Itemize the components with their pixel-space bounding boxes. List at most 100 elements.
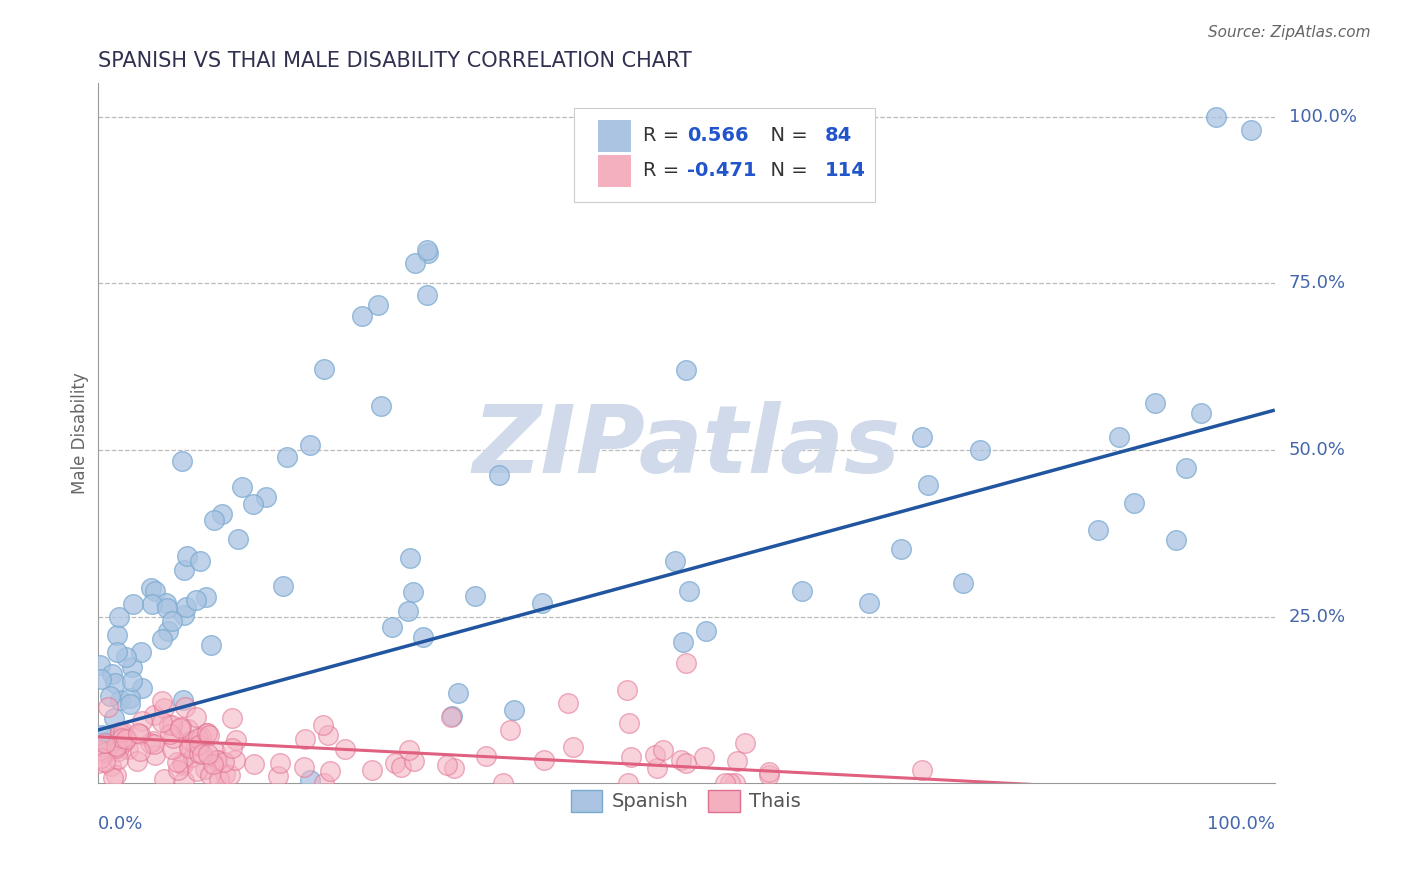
Point — [115, 732, 138, 747]
Point — [1205, 110, 1227, 124]
Point — [101, 771, 124, 785]
Point — [1189, 406, 1212, 420]
Point — [142, 707, 165, 722]
Point — [180, 734, 202, 748]
Point — [170, 720, 193, 734]
Point — [205, 753, 228, 767]
Point — [672, 634, 695, 648]
Point — [675, 363, 697, 377]
Point — [107, 752, 129, 766]
Point — [367, 298, 389, 312]
Point — [98, 690, 121, 704]
Point — [207, 772, 229, 786]
Point — [131, 681, 153, 695]
Point — [125, 755, 148, 769]
Point — [186, 764, 208, 778]
Point — [389, 760, 412, 774]
Text: 0.566: 0.566 — [688, 127, 749, 145]
Point — [138, 736, 160, 750]
Text: 25.0%: 25.0% — [1289, 607, 1346, 626]
Point — [108, 724, 131, 739]
Point — [94, 755, 117, 769]
Point — [273, 579, 295, 593]
Point — [319, 764, 342, 778]
Point — [107, 744, 129, 758]
Point — [104, 676, 127, 690]
Point — [160, 614, 183, 628]
Point — [195, 590, 218, 604]
Point — [155, 596, 177, 610]
FancyBboxPatch shape — [574, 108, 875, 202]
Point — [195, 726, 218, 740]
Point — [173, 608, 195, 623]
Point — [200, 638, 222, 652]
Point — [111, 725, 134, 739]
Point — [675, 756, 697, 771]
Point — [533, 753, 555, 767]
Point — [617, 776, 640, 790]
Point — [105, 732, 128, 747]
Point — [172, 757, 194, 772]
Point — [713, 776, 735, 790]
Y-axis label: Male Disability: Male Disability — [72, 373, 89, 494]
Point — [121, 597, 143, 611]
Point — [174, 600, 197, 615]
Point — [190, 730, 212, 744]
Point — [226, 532, 249, 546]
Point — [141, 597, 163, 611]
Point — [150, 694, 173, 708]
Point — [361, 763, 384, 777]
Point — [617, 716, 640, 731]
Point — [231, 480, 253, 494]
Point — [214, 755, 236, 769]
Point — [105, 628, 128, 642]
Point — [498, 723, 520, 738]
Point — [671, 753, 693, 767]
Point — [242, 757, 264, 772]
Point — [184, 593, 207, 607]
Text: 75.0%: 75.0% — [1289, 275, 1346, 293]
Text: R =: R = — [643, 127, 685, 145]
Point — [200, 768, 222, 782]
Point — [103, 711, 125, 725]
Point — [219, 768, 242, 782]
Point — [1240, 123, 1263, 137]
Point — [100, 666, 122, 681]
Text: 100.0%: 100.0% — [1289, 108, 1357, 126]
Point — [1087, 523, 1109, 537]
Point — [143, 737, 166, 751]
Point — [221, 740, 243, 755]
Text: R =: R = — [643, 161, 685, 180]
Point — [440, 710, 463, 724]
Point — [890, 542, 912, 557]
Point — [858, 596, 880, 610]
Point — [107, 610, 129, 624]
Point — [184, 739, 207, 754]
Point — [115, 731, 138, 745]
Text: -0.471: -0.471 — [688, 161, 756, 180]
Point — [121, 674, 143, 689]
Point — [150, 632, 173, 646]
Point — [156, 624, 179, 638]
Point — [370, 399, 392, 413]
Point — [90, 751, 112, 765]
Point — [104, 768, 127, 782]
Point — [225, 733, 247, 747]
Point — [173, 563, 195, 577]
Point — [97, 700, 120, 714]
Point — [381, 620, 404, 634]
Point — [91, 728, 114, 742]
Point — [1108, 430, 1130, 444]
Point — [503, 703, 526, 717]
Point — [177, 739, 200, 753]
Text: 0.0%: 0.0% — [97, 815, 143, 833]
Point — [100, 759, 122, 773]
Point — [384, 756, 406, 770]
Point — [143, 748, 166, 763]
Point — [412, 630, 434, 644]
Point — [758, 764, 780, 779]
Point — [105, 739, 128, 754]
Point — [117, 742, 139, 756]
Point — [177, 723, 200, 737]
Point — [396, 604, 419, 618]
